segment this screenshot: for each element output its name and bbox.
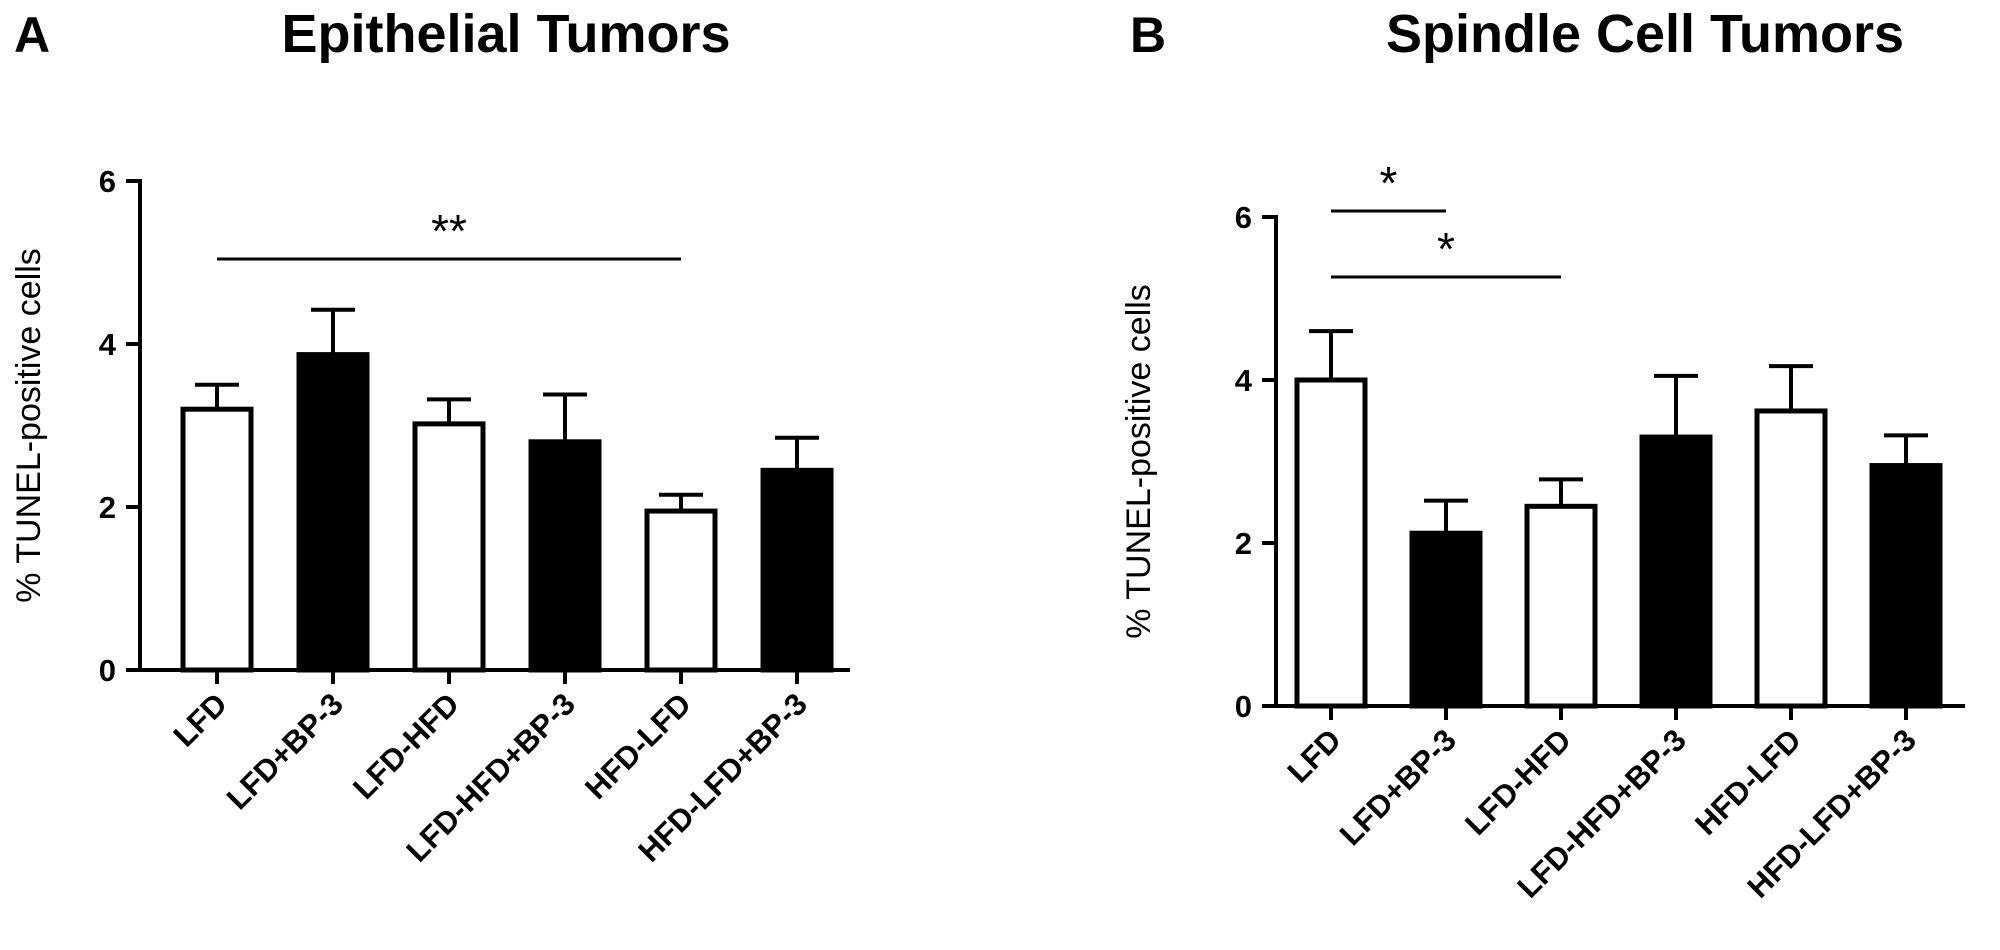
bar — [180, 406, 254, 673]
chart-title: Spindle Cell Tumors — [1386, 4, 1904, 64]
x-tick-label: HFD-LFD — [1688, 722, 1808, 842]
bar — [644, 508, 718, 673]
x-tick-label: LFD-HFD — [346, 686, 466, 806]
y-axis-label: % TUNEL-positive cells — [10, 248, 48, 603]
y-tick-label: 4 — [99, 327, 117, 362]
y-tick-label: 6 — [99, 164, 116, 199]
bar — [296, 352, 370, 673]
x-tick-label: LFD-HFD — [1458, 722, 1578, 842]
x-tick-label: LFD — [167, 686, 234, 753]
y-tick-label: 0 — [99, 653, 116, 688]
bar — [1639, 434, 1713, 709]
bar — [1294, 377, 1368, 709]
y-tick-label: 0 — [1235, 689, 1252, 724]
x-tick-label: LFD+BP-3 — [1333, 722, 1463, 852]
x-tick-label: LFD — [1281, 722, 1348, 789]
bar — [1754, 408, 1828, 709]
y-tick-label: 2 — [99, 490, 116, 525]
bar — [1409, 530, 1483, 709]
x-tick-label: HFD-LFD — [578, 686, 698, 806]
y-tick-label: 2 — [1235, 526, 1252, 561]
significance-label: ** — [431, 205, 467, 257]
x-tick-label: LFD+BP-3 — [220, 686, 350, 816]
significance-label: * — [1380, 157, 1398, 209]
panel-label: B — [1130, 7, 1166, 63]
bar — [528, 439, 602, 673]
y-tick-label: 6 — [1235, 200, 1252, 235]
chart-title: Epithelial Tumors — [281, 4, 730, 64]
bar — [412, 421, 486, 673]
bar — [1869, 463, 1943, 709]
bar — [1524, 503, 1598, 709]
y-axis-label: % TUNEL-positive cells — [1120, 284, 1158, 639]
significance-label: * — [1437, 223, 1455, 275]
bar — [760, 467, 834, 673]
panel-label: A — [14, 7, 50, 63]
y-tick-label: 4 — [1235, 363, 1253, 398]
